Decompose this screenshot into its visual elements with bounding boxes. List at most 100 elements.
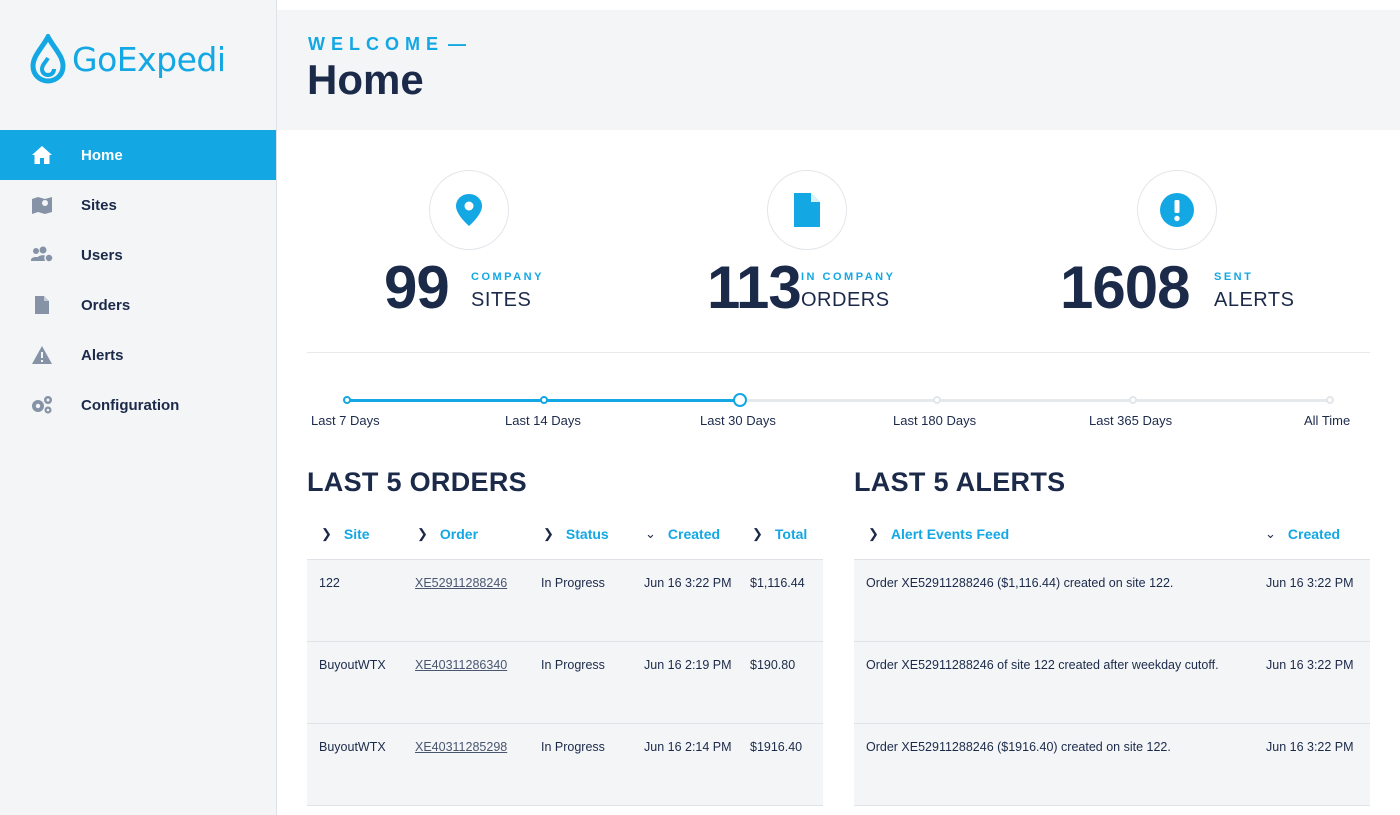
cell-total: $190.80 [750,658,796,672]
cell-created: Jun 16 3:22 PM [1266,658,1354,672]
cell-created: Jun 16 3:22 PM [1266,740,1354,754]
orders-table: ❯ Site ❯ Order ❯ Status ⌄ Created ❯ Total 122… [307,512,823,806]
stat-caption-big: ORDERS [801,289,890,311]
home-icon [30,143,54,167]
stat-caption-big: ALERTS [1214,289,1295,311]
slider-stop-7-days[interactable] [343,396,351,404]
title-light: LAST 5 [854,467,949,497]
sidebar-item-home[interactable]: Home [0,130,276,180]
table-row[interactable]: BuyoutWTX XE40311285298 In Progress Jun … [307,724,823,806]
orders-section-title: LAST 5 ORDERS [307,467,527,498]
sidebar-item-sites[interactable]: Sites [0,180,276,230]
cell-site: BuyoutWTX [319,658,386,672]
alerts-table-header: ❯ Alert Events Feed ⌄ Created [854,512,1370,560]
users-icon [30,243,54,267]
column-header-alert-events-feed[interactable]: ❯ Alert Events Feed [868,526,1009,542]
sidebar-item-label: Alerts [81,346,124,364]
drop-logo-icon [30,34,66,84]
column-label: Order [439,526,479,542]
chevron-down-icon: ⌄ [645,526,656,541]
stat-caption-small: COMPANY [471,271,544,283]
logo[interactable]: GoExpedi [28,34,226,84]
date-range-slider[interactable]: Last 7 Days Last 14 Days Last 30 Days La… [307,380,1370,440]
orders-table-header: ❯ Site ❯ Order ❯ Status ⌄ Created ❯ Total [307,512,823,560]
slider-label-14-days[interactable]: Last 14 Days [505,413,581,428]
slider-handle[interactable] [733,393,747,407]
stat-caption-small: IN COMPANY [801,271,896,283]
sidebar-item-label: Configuration [81,396,180,414]
sidebar: GoExpedi Home Sites Users [0,0,277,815]
cell-status: In Progress [541,658,605,672]
warning-icon [30,343,54,367]
slider-label-30-days[interactable]: Last 30 Days [700,413,776,428]
slider-stop-all-time[interactable] [1326,396,1334,404]
table-row[interactable]: Order XE52911288246 of site 122 created … [854,642,1370,724]
sidebar-item-users[interactable]: Users [0,230,276,280]
column-header-status[interactable]: ❯ Status [543,526,609,542]
order-link[interactable]: XE52911288246 [415,576,508,590]
alerts-section-title: LAST 5 ALERTS [854,467,1065,498]
cell-total: $1916.40 [750,740,803,754]
cell-site: 122 [319,576,340,590]
cell-event: Order XE52911288246 ($1,116.44) created … [866,576,1174,590]
order-link[interactable]: XE40311285298 [415,740,508,754]
cell-event: Order XE52911288246 ($1916.40) created o… [866,740,1171,754]
column-label: Created [1287,526,1341,542]
sidebar-item-label: Home [81,146,123,164]
exclamation-icon [1137,170,1217,250]
column-header-order[interactable]: ❯ Order [417,526,478,542]
table-row[interactable]: BuyoutWTX XE40311286340 In Progress Jun … [307,642,823,724]
order-link[interactable]: XE40311286340 [415,658,508,672]
sidebar-nav: Home Sites Users Orders [0,130,276,430]
table-row[interactable]: Order XE52911288246 ($1916.40) created o… [854,724,1370,806]
slider-stop-365-days[interactable] [1129,396,1137,404]
alerts-table: ❯ Alert Events Feed ⌄ Created Order XE5291… [854,512,1370,806]
page-header: WELCOME — Home [277,10,1400,130]
stat-value: 1608 [1060,254,1190,321]
cell-created: Jun 16 3:22 PM [644,576,732,590]
slider-track[interactable] [347,399,1330,402]
sidebar-item-label: Orders [81,296,131,314]
slider-label-7-days[interactable]: Last 7 Days [311,413,380,428]
slider-label-365-days[interactable]: Last 365 Days [1089,413,1173,428]
cell-created: Jun 16 2:19 PM [644,658,732,672]
divider [307,352,1370,353]
gears-icon [30,393,54,417]
welcome-text: WELCOME [308,34,444,54]
stat-value: 113 [707,254,802,321]
title-bold: ALERTS [955,467,1066,497]
cell-status: In Progress [541,740,605,754]
column-header-created[interactable]: ⌄ Created [1265,526,1340,542]
stat-caption-small: SENT [1214,271,1254,283]
sidebar-item-configuration[interactable]: Configuration [0,380,276,430]
chevron-right-icon: ❯ [417,526,428,541]
stat-caption-big: SITES [471,289,532,311]
column-header-total[interactable]: ❯ Total [752,526,807,542]
cell-total: $1,116.44 [750,576,805,590]
document-icon [767,170,847,250]
welcome-label: WELCOME — [308,34,466,55]
chevron-right-icon: ❯ [868,526,879,541]
column-header-created[interactable]: ⌄ Created [645,526,720,542]
chevron-right-icon: ❯ [321,526,332,541]
welcome-dash: — [448,34,466,54]
column-header-site[interactable]: ❯ Site [321,526,370,542]
slider-stop-180-days[interactable] [933,396,941,404]
sidebar-item-orders[interactable]: Orders [0,280,276,330]
sidebar-item-alerts[interactable]: Alerts [0,330,276,380]
cell-event: Order XE52911288246 of site 122 created … [866,658,1219,672]
table-row[interactable]: Order XE52911288246 ($1,116.44) created … [854,560,1370,642]
slider-label-all-time[interactable]: All Time [1304,413,1351,428]
chevron-right-icon: ❯ [543,526,554,541]
column-label: Site [343,526,370,542]
map-icon [30,193,54,217]
title-bold: ORDERS [409,467,527,497]
logo-text: GoExpedi [72,39,226,79]
slider-stop-14-days[interactable] [540,396,548,404]
sidebar-item-label: Sites [81,196,117,214]
table-row[interactable]: 122 XE52911288246 In Progress Jun 16 3:2… [307,560,823,642]
cell-status: In Progress [541,576,605,590]
slider-label-180-days[interactable]: Last 180 Days [893,413,977,428]
cell-created: Jun 16 3:22 PM [1266,576,1354,590]
